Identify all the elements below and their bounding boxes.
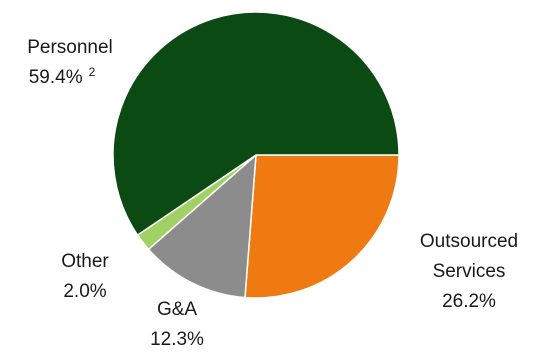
outsourced-name-2: Services <box>433 261 506 282</box>
personnel-percent: 59.4% <box>29 67 83 88</box>
personnel-label: Personnel <box>27 37 113 58</box>
ga-label: G&A <box>157 299 197 320</box>
personnel-percent-label: 59.4% 2 <box>29 65 96 88</box>
pie-slice-personnel <box>112 11 400 237</box>
personnel-name: Personnel <box>27 37 113 58</box>
ga-percent: 12.3% <box>150 329 204 350</box>
pie-slice-outsourced-services <box>244 154 400 299</box>
personnel-footnote: 2 <box>89 65 96 79</box>
outsourced-label-line1: Outsourced <box>420 231 518 252</box>
outsourced-percent: 26.2% <box>442 291 496 312</box>
other-percent: 2.0% <box>63 281 106 302</box>
ga-name: G&A <box>157 299 197 320</box>
outsourced-label-line2: Services <box>433 261 506 282</box>
pie-slices <box>112 11 400 299</box>
outsourced-percent-label: 26.2% <box>442 291 496 312</box>
ga-percent-label: 12.3% <box>150 329 204 350</box>
other-name: Other <box>61 251 109 272</box>
outsourced-name-1: Outsourced <box>420 231 518 252</box>
other-percent-label: 2.0% <box>63 281 106 302</box>
pie-slice-g-a <box>147 153 257 299</box>
other-label: Other <box>61 251 109 272</box>
